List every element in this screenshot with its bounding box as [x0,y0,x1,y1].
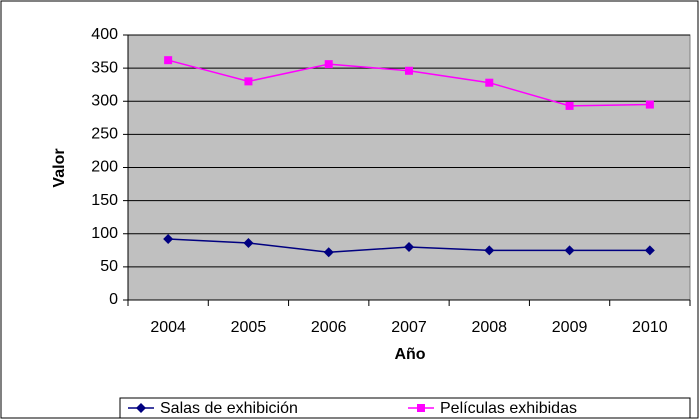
x-axis-label: Año [394,346,425,363]
y-tick-label: 150 [91,192,118,209]
y-tick-label: 300 [91,92,118,109]
point [565,101,574,110]
x-tick-label: 2010 [632,319,668,336]
legend-label: Salas de exhibición [160,400,298,417]
y-tick-label: 350 [91,59,118,76]
point [484,245,495,256]
point [485,78,494,87]
y-tick-label: 400 [91,26,118,43]
point [243,238,254,249]
point [645,100,654,109]
y-tick-label: 0 [109,291,118,308]
point [164,56,173,65]
legend-marker [417,404,425,412]
y-tick-label: 50 [100,258,118,275]
point [564,245,575,256]
point [323,247,334,258]
x-tick-label: 2005 [231,319,267,336]
point [163,234,174,245]
x-tick-label: 2008 [471,319,507,336]
legend-marker [136,403,146,413]
x-tick-label: 2006 [311,319,347,336]
point [644,245,655,256]
x-tick-label: 2009 [552,319,588,336]
y-tick-label: 100 [91,225,118,242]
point [244,77,253,86]
y-axis-label: Valor [51,148,68,187]
y-tick-label: 200 [91,159,118,176]
x-tick-label: 2007 [391,319,427,336]
legend-label: Películas exhibidas [440,400,577,417]
x-tick-label: 2004 [150,319,186,336]
legend [119,397,691,419]
point [404,242,414,252]
point [324,60,333,69]
point [405,66,413,75]
y-tick-label: 250 [91,126,118,143]
